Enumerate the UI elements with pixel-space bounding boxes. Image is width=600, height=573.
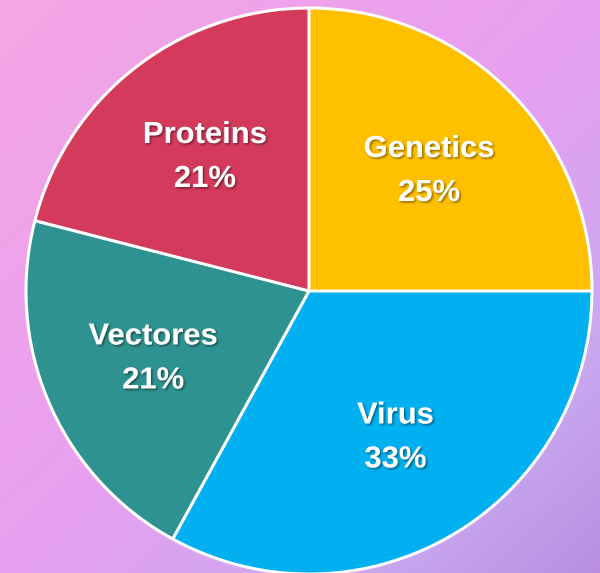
slice-label: Proteins	[143, 115, 267, 150]
slice-label: Virus	[357, 395, 434, 430]
pie-slice	[33, 6, 311, 293]
slice-value-label: 21%	[122, 361, 184, 396]
pie-slice	[307, 6, 594, 293]
pie: Genetics 25% Virus 33% Vectores 21% Proteins 21…	[24, 6, 594, 573]
slice-value-label: 33%	[364, 439, 426, 474]
pie-slice	[171, 289, 594, 573]
slice-label: Vectores	[89, 317, 218, 352]
pie-slice	[24, 219, 311, 541]
slice-label: Genetics	[364, 129, 495, 164]
slice-value-label: 25%	[398, 173, 460, 208]
slice-value-label: 21%	[174, 159, 236, 194]
